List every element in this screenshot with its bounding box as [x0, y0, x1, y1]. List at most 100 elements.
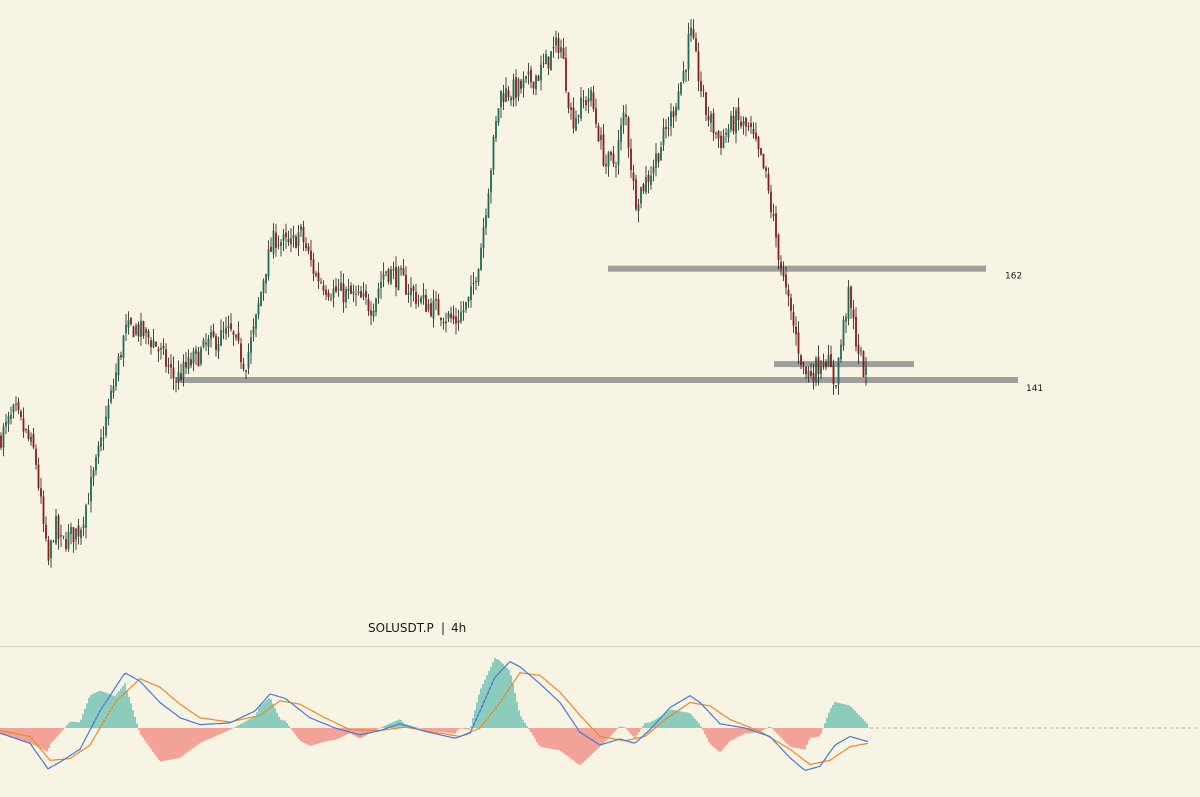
hist-bar-negative — [614, 728, 616, 732]
hist-bar-negative — [710, 728, 712, 745]
level-line-162[interactable] — [608, 265, 986, 272]
candle-down — [65, 538, 67, 549]
hist-bar-positive — [830, 708, 832, 728]
hist-bar-negative — [160, 728, 162, 762]
candle-up — [820, 366, 822, 375]
hist-bar-negative — [202, 728, 204, 742]
candle-up — [577, 115, 580, 117]
hist-bar-negative — [180, 728, 182, 758]
candle-up — [377, 288, 380, 298]
hist-bar-negative — [28, 728, 30, 743]
candle-up — [420, 297, 422, 303]
hist-bar-negative — [340, 728, 342, 738]
hist-bar-negative — [754, 728, 756, 733]
hist-bar-positive — [114, 696, 116, 728]
hist-bar-positive — [70, 721, 72, 728]
hist-bar-positive — [670, 709, 672, 728]
hist-bar-positive — [234, 727, 236, 728]
hist-bar-positive — [856, 712, 858, 728]
candle-down — [802, 362, 805, 365]
hist-bar-negative — [538, 728, 540, 746]
hist-bar-negative — [162, 728, 164, 762]
candle-up — [60, 534, 62, 537]
candle-up — [12, 405, 15, 413]
candle-down — [402, 268, 405, 276]
hist-bar-negative — [572, 728, 574, 761]
hist-bar-positive — [380, 727, 382, 729]
hist-bar-negative — [40, 728, 42, 749]
hist-bar-positive — [76, 722, 78, 728]
hist-bar-positive — [852, 708, 854, 728]
hist-bar-negative — [556, 728, 558, 750]
hist-bar-negative — [588, 728, 590, 757]
hist-bar-negative — [200, 728, 202, 743]
candle-up — [587, 97, 590, 103]
hist-bar-negative — [336, 728, 338, 740]
hist-bar-negative — [740, 728, 742, 736]
candle-up — [330, 298, 332, 300]
candle-down — [565, 57, 567, 91]
hist-bar-positive — [394, 721, 396, 728]
candle-up — [722, 135, 725, 149]
hist-bar-negative — [310, 728, 312, 746]
hist-bar-positive — [382, 726, 384, 728]
hist-bar-negative — [212, 728, 214, 738]
candle-up — [422, 294, 425, 299]
candle-down — [37, 464, 40, 488]
hist-bar-negative — [442, 728, 444, 733]
hist-bar-negative — [780, 728, 782, 738]
hist-bar-positive — [680, 711, 682, 728]
candle-down — [672, 111, 675, 117]
hist-bar-negative — [430, 728, 432, 731]
candle-up — [152, 340, 155, 348]
candle-down — [0, 435, 2, 448]
candle-down — [767, 174, 770, 191]
candle-down — [852, 309, 855, 319]
hist-bar-negative — [360, 728, 362, 739]
candle-down — [150, 340, 152, 348]
hist-bar-positive — [694, 718, 696, 728]
hist-bar-negative — [38, 728, 40, 748]
candle-up — [102, 437, 105, 439]
candle-up — [477, 269, 480, 283]
hist-bar-positive — [678, 710, 680, 728]
hist-bar-negative — [566, 728, 568, 756]
hist-bar-negative — [324, 728, 326, 742]
candle-up — [267, 249, 270, 277]
candle-down — [800, 355, 802, 365]
hist-bar-positive — [686, 712, 688, 728]
hist-bar-negative — [308, 728, 310, 746]
hist-bar-positive — [474, 710, 476, 728]
hist-bar-negative — [732, 728, 734, 740]
support-zone-line[interactable] — [774, 361, 914, 368]
hist-bar-negative — [776, 728, 778, 734]
hist-bar-positive — [656, 718, 658, 728]
hist-bar-negative — [326, 728, 328, 742]
hist-bar-positive — [842, 703, 844, 728]
hist-bar-positive — [650, 721, 652, 728]
hist-bar-positive — [68, 722, 70, 728]
candle-up — [590, 90, 592, 101]
candle-up — [7, 416, 10, 424]
candle-down — [222, 330, 225, 332]
hist-bar-negative — [432, 728, 434, 731]
legend-separator: | — [441, 621, 445, 635]
hist-bar-negative — [788, 728, 790, 746]
candle-up — [357, 291, 360, 293]
symbol-label: SOLUSDT.P — [368, 621, 434, 635]
level-line-141[interactable] — [176, 377, 1018, 383]
hist-bar-negative — [56, 728, 58, 737]
candle-down — [57, 515, 60, 539]
hist-bar-negative — [550, 728, 552, 749]
candle-down — [285, 232, 287, 238]
candle-down — [430, 303, 432, 316]
candle-up — [490, 170, 492, 193]
candle-up — [280, 242, 282, 247]
candle-down — [532, 81, 535, 89]
hist-bar-positive — [72, 721, 74, 728]
hist-bar-negative — [26, 728, 28, 743]
hist-bar-positive — [476, 702, 478, 728]
candle-up — [337, 289, 340, 291]
candle-down — [167, 365, 170, 367]
hist-bar-negative — [452, 728, 454, 734]
